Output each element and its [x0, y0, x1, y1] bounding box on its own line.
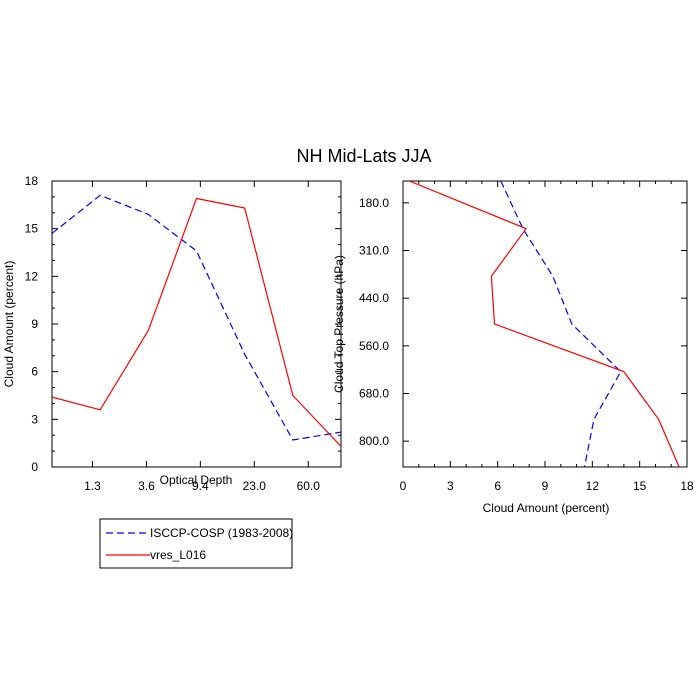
- y-tick-label-6: 6: [31, 365, 38, 379]
- series-line-isccp-cosp-1983-2008: [500, 181, 622, 467]
- y-tick-label-12: 12: [25, 269, 39, 283]
- x-tick-label-3-6: 3.6: [138, 479, 155, 493]
- cloud-top-pressure-panel: 0 3 6 9 12 15 18 180.0 310.0 440.0 560.0 680.0 800.0…: [332, 180, 694, 515]
- x-tick-label-6: 6: [494, 479, 501, 493]
- y-tick-label-310-0: 310.0: [359, 244, 389, 258]
- x-tick-label-1-3: 1.3: [84, 479, 101, 493]
- series-line-vres-l016: [52, 197, 341, 447]
- y-tick-label-18: 18: [25, 174, 39, 188]
- y-tick-label-180-0: 180.0: [359, 196, 389, 210]
- x-tick-label-12: 12: [586, 479, 600, 493]
- x-tick-label-9: 9: [542, 479, 549, 493]
- x-tick-label-9-4: 9.4: [192, 479, 209, 493]
- y-tick-label-0: 0: [31, 460, 38, 474]
- legend-box: [99, 518, 293, 569]
- optical-depth-panel: 0 3 6 9 12 15 18 1.3 3.6 9.4 23.0 60.0 Optical Dept…: [2, 174, 342, 493]
- legend-label-vres: vres_L016: [150, 548, 206, 562]
- y-tick-label-440-0: 440.0: [359, 291, 389, 305]
- cloud-amount-x-axis-label: Cloud Amount (percent): [483, 501, 610, 515]
- optical-depth-plot-frame: [51, 180, 342, 468]
- x-tick-label-18: 18: [680, 479, 694, 493]
- y-tick-label-680-0: 680.0: [359, 387, 389, 401]
- x-tick-label-60-0: 60.0: [297, 479, 321, 493]
- optical-depth-x-axis-label: Optical Depth: [160, 473, 233, 487]
- y-tick-label-15: 15: [25, 222, 39, 236]
- chart-title: NH Mid-Lats JJA: [296, 146, 431, 166]
- legend: ISCCP-COSP (1983-2008) vres_L016: [99, 518, 293, 569]
- x-tick-label-3: 3: [447, 479, 454, 493]
- cloud-top-pressure-y-axis-label: Cloud Top Pressure (hPa): [332, 255, 346, 393]
- y-tick-label-560-0: 560.0: [359, 339, 389, 353]
- series-line-vres-l016: [409, 181, 680, 467]
- cloud-top-pressure-plot-frame: [402, 180, 688, 468]
- series-line-isccp-cosp-1983-2008: [52, 194, 341, 441]
- y-tick-label-800-0: 800.0: [359, 434, 389, 448]
- y-tick-label-9: 9: [31, 317, 38, 331]
- legend-label-isccp: ISCCP-COSP (1983-2008): [150, 526, 293, 540]
- y-tick-label-3: 3: [31, 412, 38, 426]
- cloud-amount-y-axis-label: Cloud Amount (percent): [2, 261, 16, 388]
- x-tick-label-15: 15: [633, 479, 647, 493]
- x-tick-label-23-0: 23.0: [243, 479, 267, 493]
- x-tick-label-0: 0: [400, 479, 407, 493]
